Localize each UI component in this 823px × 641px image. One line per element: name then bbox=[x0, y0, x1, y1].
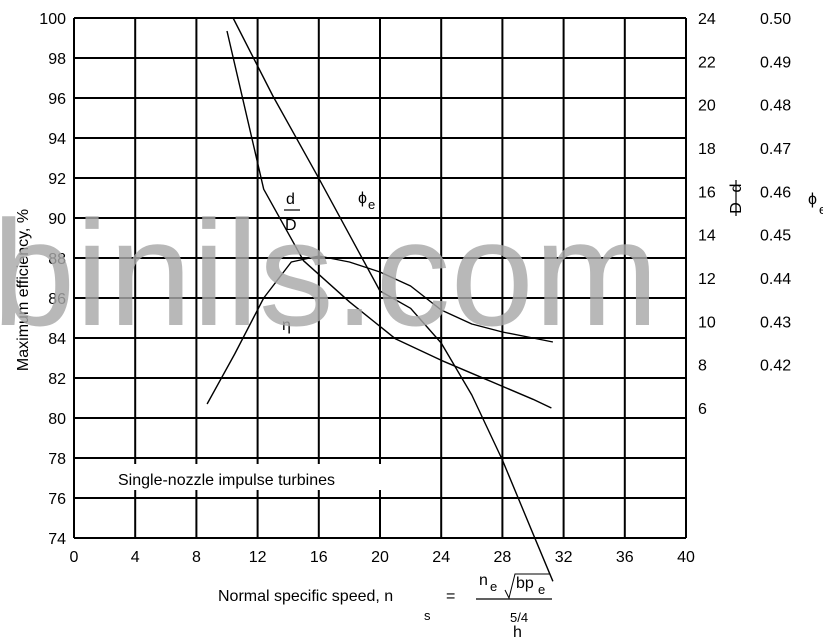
phi-e-label: ϕ bbox=[358, 190, 367, 207]
x-tick-label: 8 bbox=[192, 549, 201, 566]
x-tick-label: 40 bbox=[677, 549, 695, 566]
y2-tick-label: 6 bbox=[698, 401, 707, 418]
x-tick-label: 24 bbox=[432, 549, 450, 566]
sqrt-symbol bbox=[504, 573, 550, 600]
y3-tick-label: 0.45 bbox=[760, 228, 791, 245]
y-tick-label: 96 bbox=[48, 91, 66, 108]
x-tick-label: 28 bbox=[494, 549, 512, 566]
x-tick-label: 20 bbox=[371, 549, 389, 566]
y3-tick-label: 0.43 bbox=[760, 314, 791, 331]
y-tick-label: 80 bbox=[48, 411, 66, 428]
y3-tick-label: 0.46 bbox=[760, 184, 791, 201]
y2-tick-label: 10 bbox=[698, 314, 716, 331]
x-axis-label-numerator-sub: e bbox=[490, 579, 497, 594]
y-tick-label: 88 bbox=[48, 251, 66, 268]
y2-tick-label: 16 bbox=[698, 184, 716, 201]
x-axis-label-den-exp: 5/4 bbox=[510, 610, 528, 625]
y3-tick-label: 0.44 bbox=[760, 271, 791, 288]
phi-e-label-sub: e bbox=[368, 197, 375, 212]
y-tick-label: 76 bbox=[48, 491, 66, 508]
y2-tick-label: 14 bbox=[698, 228, 716, 245]
y3-tick-label: 0.50 bbox=[760, 11, 791, 28]
y3-axis-ticks: 0.42 0.43 0.44 0.45 0.46 0.47 0.48 0.49 0.50 bbox=[760, 11, 791, 375]
efficiency-curve bbox=[206, 255, 554, 405]
x-tick-label: 4 bbox=[131, 549, 140, 566]
x-tick-label: 36 bbox=[616, 549, 634, 566]
curves bbox=[206, 17, 554, 582]
y2-tick-label: 20 bbox=[698, 98, 716, 115]
y3-tick-label: 0.47 bbox=[760, 141, 791, 158]
x-tick-label: 32 bbox=[555, 549, 573, 566]
y-tick-label: 94 bbox=[48, 131, 66, 148]
y-tick-label: 100 bbox=[39, 11, 66, 28]
x-axis-label-root: bp bbox=[516, 575, 534, 592]
y3-axis-label: ϕ bbox=[808, 191, 817, 208]
y-tick-label: 78 bbox=[48, 451, 66, 468]
grid bbox=[73, 17, 687, 539]
x-axis-label-numerator: n bbox=[479, 572, 488, 589]
y2-tick-label: 22 bbox=[698, 54, 716, 71]
annotation-text: Single-nozzle impulse turbines bbox=[118, 472, 335, 489]
x-axis-ticks: 0 4 8 12 16 20 24 28 32 36 40 bbox=[70, 549, 695, 566]
x-axis-label: Normal specific speed, n s = n e bp e h … bbox=[218, 572, 552, 641]
watermark: binils.com bbox=[0, 189, 659, 357]
y-tick-label: 82 bbox=[48, 371, 66, 388]
x-axis-label-equals: = bbox=[446, 588, 455, 605]
phi-e-curve bbox=[232, 17, 554, 582]
x-axis-label-denominator: h bbox=[513, 624, 522, 641]
y2-tick-label: 12 bbox=[698, 271, 716, 288]
d-over-D-curve bbox=[226, 30, 552, 409]
eta-label: η bbox=[282, 317, 291, 334]
annotation-background bbox=[110, 464, 412, 490]
y-tick-label: 98 bbox=[48, 51, 66, 68]
y-axis-label: Maximum efficiency, % bbox=[15, 209, 32, 371]
x-axis-label-prefix: Normal specific speed, n bbox=[218, 588, 393, 605]
y3-tick-label: 0.42 bbox=[760, 358, 791, 375]
x-tick-label: 0 bbox=[70, 549, 79, 566]
y-tick-label: 92 bbox=[48, 171, 66, 188]
y-tick-label: 74 bbox=[48, 531, 66, 548]
y-axis-ticks: 74 76 78 80 82 84 86 88 90 92 94 96 98 100 bbox=[39, 11, 66, 548]
y3-axis-label-sub: e bbox=[819, 202, 823, 217]
x-axis-label-sub: s bbox=[424, 608, 431, 623]
y2-axis-ticks: 6 8 10 12 14 16 18 20 22 24 bbox=[698, 11, 716, 418]
y-tick-label: 86 bbox=[48, 291, 66, 308]
d-over-D-label-num: d bbox=[286, 191, 295, 208]
y2-tick-label: 24 bbox=[698, 11, 716, 28]
y3-tick-label: 0.49 bbox=[760, 54, 791, 71]
y3-tick-label: 0.48 bbox=[760, 98, 791, 115]
x-tick-label: 12 bbox=[249, 549, 267, 566]
y2-tick-label: 18 bbox=[698, 141, 716, 158]
y2-tick-label: 8 bbox=[698, 358, 707, 375]
y-tick-label: 84 bbox=[48, 331, 66, 348]
d-over-D-label-den: D bbox=[285, 217, 297, 234]
x-tick-label: 16 bbox=[310, 549, 328, 566]
y-tick-label: 90 bbox=[48, 211, 66, 228]
x-axis-label-root-sub: e bbox=[538, 582, 545, 597]
